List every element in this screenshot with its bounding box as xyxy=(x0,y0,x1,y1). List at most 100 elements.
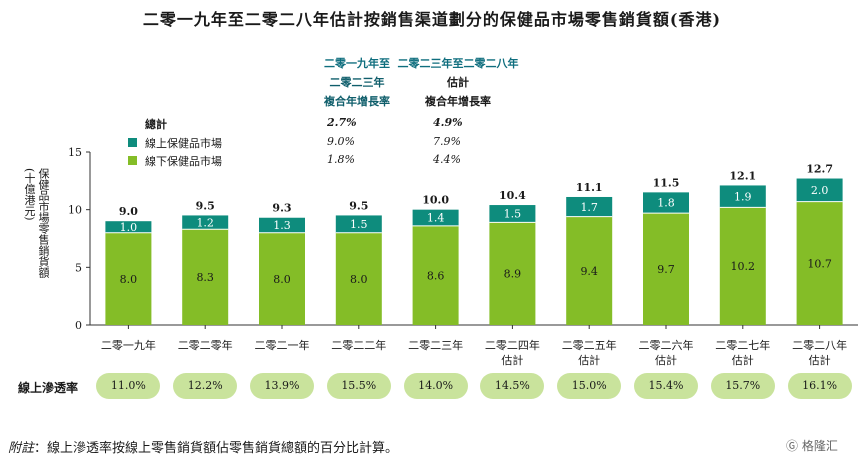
cagr-header-line: 二零一九年至 xyxy=(324,57,390,70)
data-label-total: 10.4 xyxy=(499,189,526,202)
legend-offline-swatch xyxy=(128,156,137,165)
data-label-total: 12.7 xyxy=(806,163,833,176)
penetration-pill: 15.4% xyxy=(634,373,698,399)
footnote-prefix: 附註 xyxy=(8,441,35,456)
data-label-total: 12.1 xyxy=(729,169,756,182)
penetration-pill: 14.5% xyxy=(480,373,545,399)
cagr-row-total-v1: 2.7% xyxy=(327,116,357,129)
cagr-row-total-v2: 4.9% xyxy=(433,116,463,129)
x-category-label: 二零二五年 xyxy=(562,338,617,352)
data-label-total: 11.1 xyxy=(576,181,603,194)
bar-offline xyxy=(335,232,382,325)
y-axis-title-line: (十億港元) xyxy=(23,168,36,221)
data-label-online: 1.5 xyxy=(350,218,368,231)
penetration-pill: 11.0% xyxy=(96,373,161,399)
legend-online-swatch xyxy=(128,138,137,147)
x-category-label: 二零二零年 xyxy=(178,338,233,352)
footnote: 附註：線上滲透率按線上零售銷貨額佔零售銷貨總額的百分比計算。 xyxy=(8,437,398,456)
data-label-offline: 8.0 xyxy=(350,273,368,286)
data-label-total: 11.5 xyxy=(653,176,680,189)
footnote-text: ：線上滲透率按線上零售銷貨額佔零售銷貨總額的百分比計算。 xyxy=(34,441,399,456)
data-label-online: 1.9 xyxy=(734,190,752,203)
data-label-total: 9.5 xyxy=(196,199,215,212)
data-label-online: 1.0 xyxy=(120,221,138,234)
chart-title: 二零一九年至二零二八年估計按銷售渠道劃分的保健品市場零售銷貨額(香港) xyxy=(142,10,722,29)
penetration-pill: 14.0% xyxy=(403,373,468,399)
x-category-label: 估計 xyxy=(809,353,831,367)
cagr-header-line: 估計 xyxy=(447,76,469,89)
x-category-label: 估計 xyxy=(732,353,754,367)
cagr-header-line: 二零二三年至二零二八年 xyxy=(397,57,519,70)
penetration-pill: 15.5% xyxy=(326,373,391,399)
bar-offline xyxy=(643,213,689,325)
data-label-online: 1.2 xyxy=(196,216,214,229)
x-category-label: 估計 xyxy=(578,353,600,367)
y-axis-title-line: 保健品市場零售銷貨額 xyxy=(37,168,50,278)
penetration-label: 線上滲透率 xyxy=(18,381,79,395)
cagr-header-line: 複合年增長率 xyxy=(425,95,491,108)
legend-online-label: 線上保健品市場 xyxy=(145,137,222,150)
bar-offline xyxy=(796,201,843,325)
data-label-online: 1.7 xyxy=(580,201,598,214)
bar-offline xyxy=(566,216,613,325)
watermark-text: 格隆汇 xyxy=(801,439,838,453)
data-label-offline: 9.4 xyxy=(580,265,598,278)
x-category-label: 估計 xyxy=(501,353,523,367)
data-label-offline: 8.0 xyxy=(120,273,138,286)
penetration-pill: 16.1% xyxy=(787,373,852,399)
cagr-header-line: 複合年增長率 xyxy=(324,95,390,108)
penetration-pill: 12.2% xyxy=(173,373,238,399)
y-tick-label: 15 xyxy=(68,146,82,159)
data-label-total: 9.5 xyxy=(349,199,368,212)
data-label-online: 1.4 xyxy=(427,212,445,225)
data-label-total: 10.0 xyxy=(422,194,449,207)
bar-offline xyxy=(412,225,459,325)
bar-online xyxy=(719,185,766,208)
data-label-offline: 8.0 xyxy=(273,273,291,286)
y-tick-label: 5 xyxy=(75,261,82,274)
bar-online xyxy=(643,192,689,214)
cagr-header-line: 二零二三年 xyxy=(329,76,385,89)
data-label-offline: 8.6 xyxy=(427,269,445,282)
x-category-label: 二零二六年 xyxy=(639,338,694,352)
x-category-label: 估計 xyxy=(655,353,677,367)
x-category-label: 二零二八年 xyxy=(792,338,847,352)
y-tick-label: 0 xyxy=(75,319,82,332)
bar-offline xyxy=(182,229,229,325)
x-category-label: 二零二一年 xyxy=(255,338,310,352)
stacked-bar-chart: 0 5 10 15 8.0 1.0 9.0 二零一九年 8.3 1.2 9.5 二零二零年 8.0 1.3… xyxy=(68,146,858,367)
bar-offline xyxy=(105,232,152,325)
penetration-pill: 15.7% xyxy=(710,373,775,399)
bar-online xyxy=(259,217,305,233)
cagr-row-online-v2: 7.9% xyxy=(433,135,461,148)
cagr-row-offline-v2: 4.4% xyxy=(433,153,461,166)
x-category-label: 二零二七年 xyxy=(715,338,770,352)
x-category-label: 二零二二年 xyxy=(331,338,386,352)
penetration-pill: 15.0% xyxy=(557,373,622,399)
legend-offline-label: 線下保健品市場 xyxy=(145,155,222,168)
data-label-online: 1.3 xyxy=(273,219,291,232)
data-label-offline: 10.7 xyxy=(807,257,832,270)
bar-offline xyxy=(489,222,536,325)
cagr-row-online-v1: 9.0% xyxy=(327,135,355,148)
cagr-header-2023-2028: 二零二三年至二零二八年 估計 複合年增長率 xyxy=(388,54,528,111)
watermark: Ⓖ 格隆汇 xyxy=(786,439,838,453)
data-label-total: 9.0 xyxy=(119,205,138,218)
penetration-pill: 13.9% xyxy=(250,373,314,399)
data-label-online: 1.8 xyxy=(657,197,675,210)
cagr-row-offline-v1: 1.8% xyxy=(327,153,355,166)
x-category-label: 二零二四年 xyxy=(485,338,540,352)
data-label-offline: 8.9 xyxy=(504,268,522,281)
bar-online xyxy=(796,178,843,202)
data-label-offline: 10.2 xyxy=(731,260,756,273)
y-tick-label: 10 xyxy=(68,204,82,217)
cagr-header-2019-2023: 二零一九年至 二零二三年 複合年增長率 xyxy=(302,54,412,111)
x-category-label: 二零一九年 xyxy=(101,338,156,352)
cagr-row-total-label: 總計 xyxy=(145,118,167,131)
data-label-offline: 8.3 xyxy=(196,271,214,284)
bar-online xyxy=(566,196,613,217)
bar-online xyxy=(412,209,459,226)
data-label-total: 9.3 xyxy=(272,202,291,215)
data-label-offline: 9.7 xyxy=(657,263,675,276)
bar-online xyxy=(182,215,229,230)
